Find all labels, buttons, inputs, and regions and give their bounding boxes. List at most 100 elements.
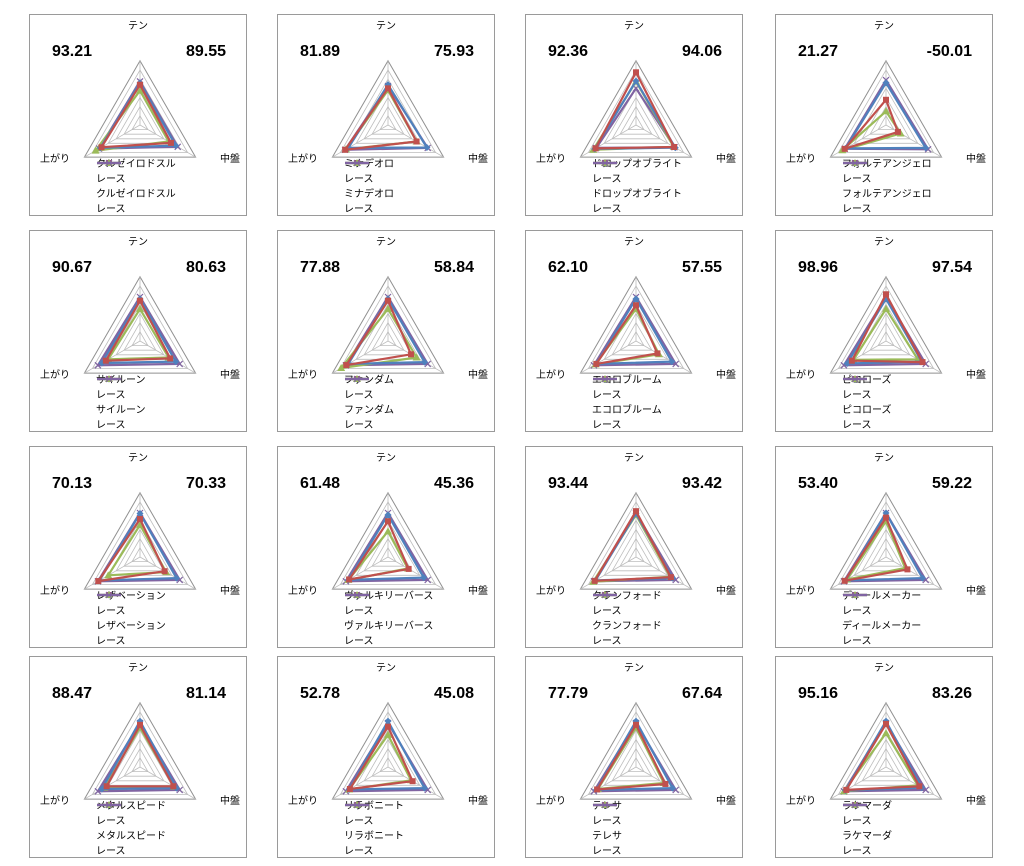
axis-label: 上がり (288, 586, 318, 597)
legend-label: レザベーション (96, 591, 166, 602)
legend-label: メタルスピード (96, 801, 166, 812)
legend-label: ドロップオブライト (592, 159, 682, 170)
legend-marker (345, 159, 369, 167)
axis-label: テン (376, 21, 396, 32)
legend-item: レース (344, 801, 404, 859)
series-line (595, 723, 667, 791)
legend-item: リラボニート (344, 801, 404, 844)
data-point (167, 355, 174, 362)
legend-marker (345, 375, 369, 383)
right-value: 70.33 (185, 475, 226, 492)
data-point (633, 508, 639, 515)
legend-item: レース (96, 591, 166, 619)
legend-label: ピコローズ (842, 375, 892, 386)
left-value: 93.44 (548, 475, 589, 492)
data-point (668, 358, 676, 366)
left-value: 98.96 (798, 259, 839, 276)
data-point (883, 514, 889, 521)
axis-label: 中盤 (468, 370, 488, 381)
legend-item: サイルーン (96, 375, 146, 418)
data-point (412, 353, 421, 361)
legend-item: レース (842, 159, 932, 187)
legend: ヴァルキリーバース レース ヴァルキリーバース レース (344, 589, 433, 649)
legend-label: レース (592, 420, 622, 431)
series-line (98, 512, 178, 582)
radar-chart (829, 491, 943, 590)
data-point (841, 145, 848, 152)
legend: メタルスピード レース メタルスピード レース (96, 799, 166, 859)
legend-item: レース (344, 801, 404, 829)
data-point (894, 128, 901, 135)
series-line (843, 516, 909, 582)
legend-label: レース (842, 816, 872, 827)
series-line (344, 511, 429, 583)
data-point (167, 139, 174, 146)
legend-marker (345, 801, 369, 809)
radar-chart (829, 701, 943, 800)
data-point (591, 577, 598, 584)
axis-label: 上がり (40, 370, 70, 381)
right-value: 93.42 (681, 475, 722, 492)
legend: レザベーション レース レザベーション レース (96, 589, 166, 649)
series-line (592, 295, 677, 367)
legend-label: レース (592, 816, 622, 827)
axis-label: テン (376, 237, 396, 248)
legend-item: ヴァルキリーバース (344, 591, 434, 634)
legend: ピコローズ レース ピコローズ レース (842, 373, 892, 433)
legend-label: ヴァルキリーバース (344, 621, 434, 632)
data-point (102, 357, 109, 364)
data-point (98, 144, 105, 151)
legend-label: レース (592, 846, 622, 857)
legend-item: レース (842, 159, 932, 217)
legend-marker (593, 375, 617, 383)
legend-item: フォルテアンジェロ (842, 159, 932, 202)
data-point (671, 144, 678, 150)
legend-item: レース (96, 801, 166, 829)
legend-label: レース (344, 204, 374, 215)
legend-item: レース (592, 375, 662, 403)
legend-label: ディールメーカー (842, 621, 922, 632)
data-point (137, 81, 143, 88)
axis-label: テン (128, 21, 148, 32)
radar-chart-panel: 70.13 70.33 テン 中盤 上がり レザベーション レース レザベーション レース (29, 446, 247, 648)
right-value: -50.01 (926, 43, 972, 60)
data-point (384, 527, 392, 535)
legend-label: ファンダム (344, 405, 394, 416)
legend: ファンダム レース ファンダム レース (344, 373, 394, 433)
data-point (343, 362, 350, 369)
data-point (98, 785, 106, 793)
series-line (347, 513, 425, 581)
legend-item: レース (842, 591, 921, 649)
axis-label: 中盤 (966, 586, 986, 597)
data-point (882, 304, 890, 312)
data-point (346, 576, 353, 583)
legend-item: レース (842, 375, 892, 433)
series-line (595, 304, 659, 365)
legend-label: レース (96, 846, 126, 857)
left-value: 92.36 (548, 43, 589, 60)
right-value: 89.55 (185, 43, 226, 60)
legend: ラケマーダ レース ラケマーダ レース (842, 799, 892, 859)
legend: クルゼイロドスル レース クルゼイロドスル レース (96, 157, 176, 217)
data-point (384, 730, 392, 738)
legend-label: エコロブルーム (592, 375, 662, 386)
legend-item: レース (96, 591, 166, 649)
series-line (344, 295, 429, 367)
radar-chart-panel: 93.21 89.55 テン 中盤 上がり クルゼイロドスル レース クルゼイロドスル レース (29, 14, 247, 216)
legend-label: レース (592, 636, 622, 647)
data-point (669, 784, 677, 792)
data-point (633, 302, 639, 309)
left-value: 53.40 (798, 475, 839, 492)
radar-chart-panel: 21.27 -50.01 テン 中盤 上がり フォルテアンジェロ レース フォルテアンジェロレ… (775, 14, 993, 216)
data-point (632, 717, 640, 725)
legend-marker (593, 591, 617, 599)
axis-label: 上がり (786, 154, 816, 165)
legend-item: レース (592, 801, 622, 829)
legend-label: クランフォード (592, 591, 662, 602)
legend-label: レザベーション (96, 621, 166, 632)
legend-label: ディールメーカー (842, 591, 922, 602)
series-line (593, 510, 672, 582)
legend-label: レース (96, 420, 126, 431)
data-point (919, 574, 927, 582)
